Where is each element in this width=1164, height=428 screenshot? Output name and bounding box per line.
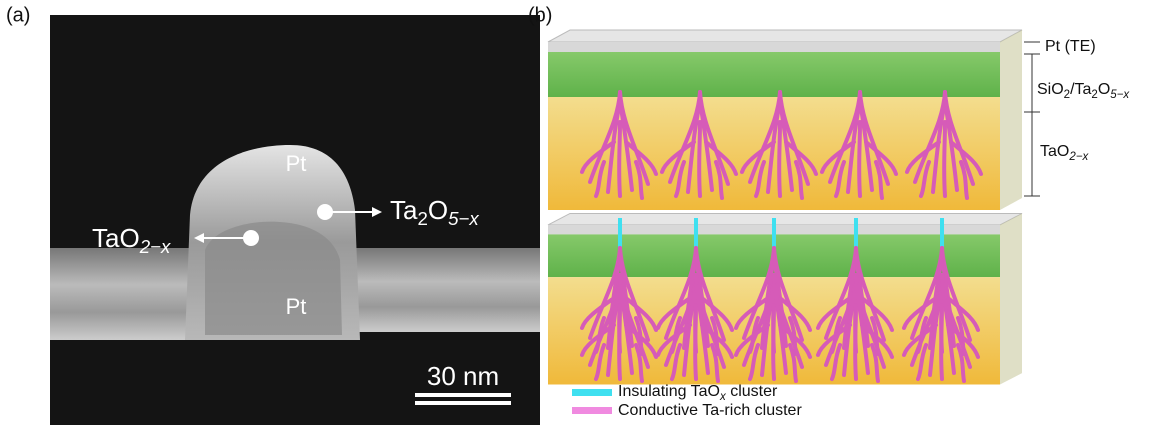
label: Pt	[286, 294, 307, 319]
legend-label: Insulating TaOx cluster	[618, 383, 778, 403]
legend-swatch	[572, 407, 612, 414]
scale-bar	[415, 393, 511, 397]
figure: (a) Pt Pt TaO2−x Ta2O5−x 30 nm (b) Pt (T…	[0, 0, 1164, 428]
text: TaO	[92, 223, 140, 253]
scale-label: 30 nm	[427, 361, 499, 391]
text: 2	[417, 208, 427, 229]
device-model	[548, 214, 1022, 385]
text: O	[1098, 81, 1110, 98]
layer	[345, 248, 540, 332]
label: Pt	[286, 151, 307, 176]
text: /Ta	[1070, 81, 1091, 98]
text: 2−x	[139, 236, 171, 257]
scale-bar	[415, 401, 511, 405]
text: Ta	[390, 195, 418, 225]
text: cluster	[726, 383, 778, 400]
panel-label: (b)	[528, 4, 552, 26]
text: O	[428, 195, 448, 225]
text: TaO	[1040, 143, 1069, 160]
text: SiO	[1037, 81, 1064, 98]
label: TaO2−x	[1040, 143, 1089, 163]
text: Insulating TaO	[618, 383, 720, 400]
panel-label: (a)	[6, 4, 30, 26]
device-model	[548, 30, 1022, 210]
text: 5−x	[448, 208, 479, 229]
bracket	[1024, 42, 1040, 196]
label: Pt (TE)	[1045, 38, 1096, 55]
label: SiO2/Ta2O5−x	[1037, 81, 1130, 101]
legend-label: Conductive Ta-rich cluster	[618, 402, 802, 419]
text: 5−x	[1110, 89, 1130, 101]
text: 2−x	[1068, 151, 1089, 163]
legend-swatch	[572, 389, 612, 396]
